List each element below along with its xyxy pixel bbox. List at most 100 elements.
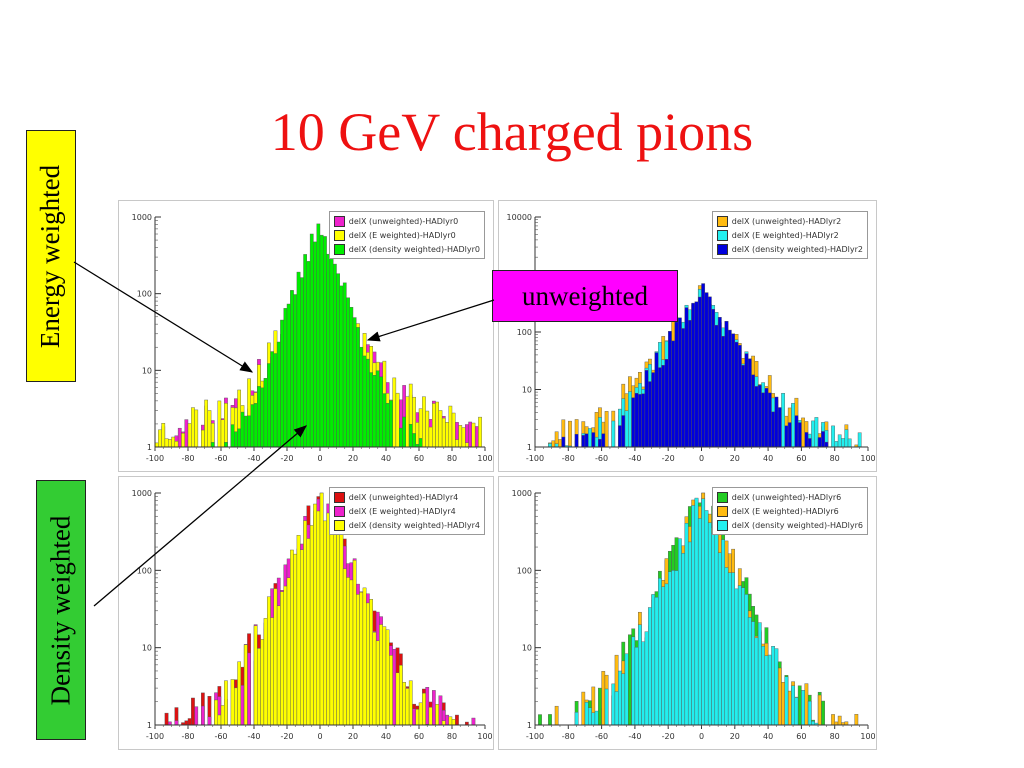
histogram-bar bbox=[841, 438, 845, 448]
histogram-bar bbox=[392, 648, 397, 726]
x-tick-label: 60 bbox=[414, 732, 424, 741]
histogram-bar bbox=[857, 432, 862, 448]
legend-entry: delX (density weighted)-HADlyr2 bbox=[716, 242, 863, 256]
histogram-bar bbox=[270, 617, 274, 726]
histogram-bar bbox=[389, 400, 393, 448]
histogram-bar bbox=[641, 641, 646, 726]
histogram-bar bbox=[817, 437, 822, 448]
histogram-bar bbox=[717, 552, 722, 726]
histogram-bar bbox=[821, 700, 825, 726]
histogram-bar bbox=[346, 297, 350, 448]
histogram-bar bbox=[711, 309, 716, 448]
histogram-bar bbox=[418, 702, 423, 726]
histogram-bar bbox=[356, 327, 360, 448]
histogram-bar bbox=[336, 273, 340, 448]
histogram-bar bbox=[631, 636, 636, 726]
histogram-bar bbox=[316, 223, 321, 448]
histogram-bar bbox=[684, 523, 689, 726]
histogram-bar bbox=[349, 306, 354, 448]
histogram-bar bbox=[319, 492, 324, 726]
histogram-bar bbox=[435, 704, 439, 726]
legend-label: delX (unweighted)-HADlyr0 bbox=[348, 216, 459, 226]
legend-swatch bbox=[716, 519, 728, 531]
x-tick-label: 40 bbox=[763, 454, 773, 463]
legend-entry: delX (unweighted)-HADlyr6 bbox=[716, 490, 863, 504]
histogram-bar bbox=[425, 687, 430, 726]
histogram-bar bbox=[658, 367, 662, 448]
histogram-bar bbox=[243, 644, 248, 726]
histogram-bar bbox=[441, 417, 446, 448]
y-tick-label: 10 bbox=[522, 386, 532, 395]
histogram-bar bbox=[794, 415, 799, 448]
histogram-bar bbox=[290, 290, 294, 448]
histogram-bar bbox=[638, 394, 642, 448]
histogram-bar bbox=[233, 687, 238, 726]
legend-label: delX (unweighted)-HADlyr6 bbox=[731, 492, 842, 502]
histogram-bar bbox=[168, 438, 172, 448]
histogram-bar bbox=[711, 532, 716, 726]
histogram-bar bbox=[804, 683, 809, 726]
histogram-bar bbox=[200, 429, 205, 448]
histogram-bar bbox=[631, 397, 636, 448]
histogram-bar bbox=[451, 412, 456, 448]
histogram-bar bbox=[266, 596, 271, 726]
x-tick-label: 60 bbox=[414, 454, 424, 463]
histogram-bar bbox=[548, 714, 552, 726]
x-tick-label: -60 bbox=[214, 454, 227, 463]
histogram-bar bbox=[171, 436, 175, 448]
histogram-bar bbox=[217, 400, 222, 448]
histogram-bar bbox=[253, 625, 258, 726]
histogram-bar bbox=[204, 399, 208, 448]
x-tick-label: 80 bbox=[447, 732, 457, 741]
histogram-bar bbox=[207, 716, 212, 726]
histogram-bar bbox=[214, 699, 218, 726]
x-tick-label: 20 bbox=[348, 454, 358, 463]
x-tick-label: -60 bbox=[214, 732, 227, 741]
histogram-bar bbox=[286, 303, 291, 448]
histogram-bar bbox=[787, 690, 792, 726]
histogram-bar bbox=[611, 420, 616, 448]
histogram-bar bbox=[548, 443, 552, 448]
legend-swatch bbox=[333, 519, 345, 531]
histogram-bar bbox=[445, 422, 449, 448]
histogram-bar bbox=[191, 407, 195, 448]
histogram-bar bbox=[584, 702, 589, 726]
histogram-bar bbox=[309, 525, 314, 726]
histogram-bar bbox=[455, 439, 459, 448]
histogram-bar bbox=[379, 624, 383, 726]
histogram-bar bbox=[313, 241, 317, 448]
histogram-bar bbox=[581, 691, 586, 726]
histogram-bar bbox=[664, 359, 669, 448]
y-tick-label: 1 bbox=[527, 443, 532, 452]
x-tick-label: 0 bbox=[317, 454, 322, 463]
histogram-bar bbox=[164, 712, 169, 726]
histogram-bar bbox=[684, 307, 689, 448]
legend-entry: delX (density weighted)-HADlyr0 bbox=[333, 242, 480, 256]
histogram-bar bbox=[471, 422, 476, 448]
histogram-bar bbox=[260, 639, 265, 726]
histogram-bar bbox=[767, 392, 772, 448]
x-tick-label: -100 bbox=[146, 454, 164, 463]
histogram-bar bbox=[677, 538, 682, 726]
histogram-bar bbox=[671, 570, 676, 726]
histogram-bar bbox=[356, 594, 360, 726]
histogram-bar bbox=[811, 420, 815, 448]
histogram-bar bbox=[724, 567, 729, 726]
histogram-bar bbox=[764, 655, 769, 726]
histogram-bar bbox=[751, 621, 755, 726]
histogram-bar bbox=[402, 681, 406, 726]
histogram-bar bbox=[217, 714, 222, 726]
y-tick-label: 1000 bbox=[132, 213, 152, 222]
histogram-bar bbox=[638, 624, 642, 726]
histogram-bar bbox=[714, 324, 719, 448]
slide-title: 10 GeV charged pions bbox=[270, 102, 754, 162]
histogram-bar bbox=[618, 670, 622, 726]
histogram-bar bbox=[283, 585, 288, 726]
histogram-bar bbox=[438, 410, 443, 448]
histogram-bar bbox=[422, 396, 426, 448]
legend-entry: delX (E weighted)-HADlyr6 bbox=[716, 504, 863, 518]
histogram-bar bbox=[801, 417, 805, 448]
histogram-bar bbox=[741, 587, 745, 726]
histogram-bar bbox=[326, 253, 331, 448]
x-tick-label: 40 bbox=[381, 454, 391, 463]
